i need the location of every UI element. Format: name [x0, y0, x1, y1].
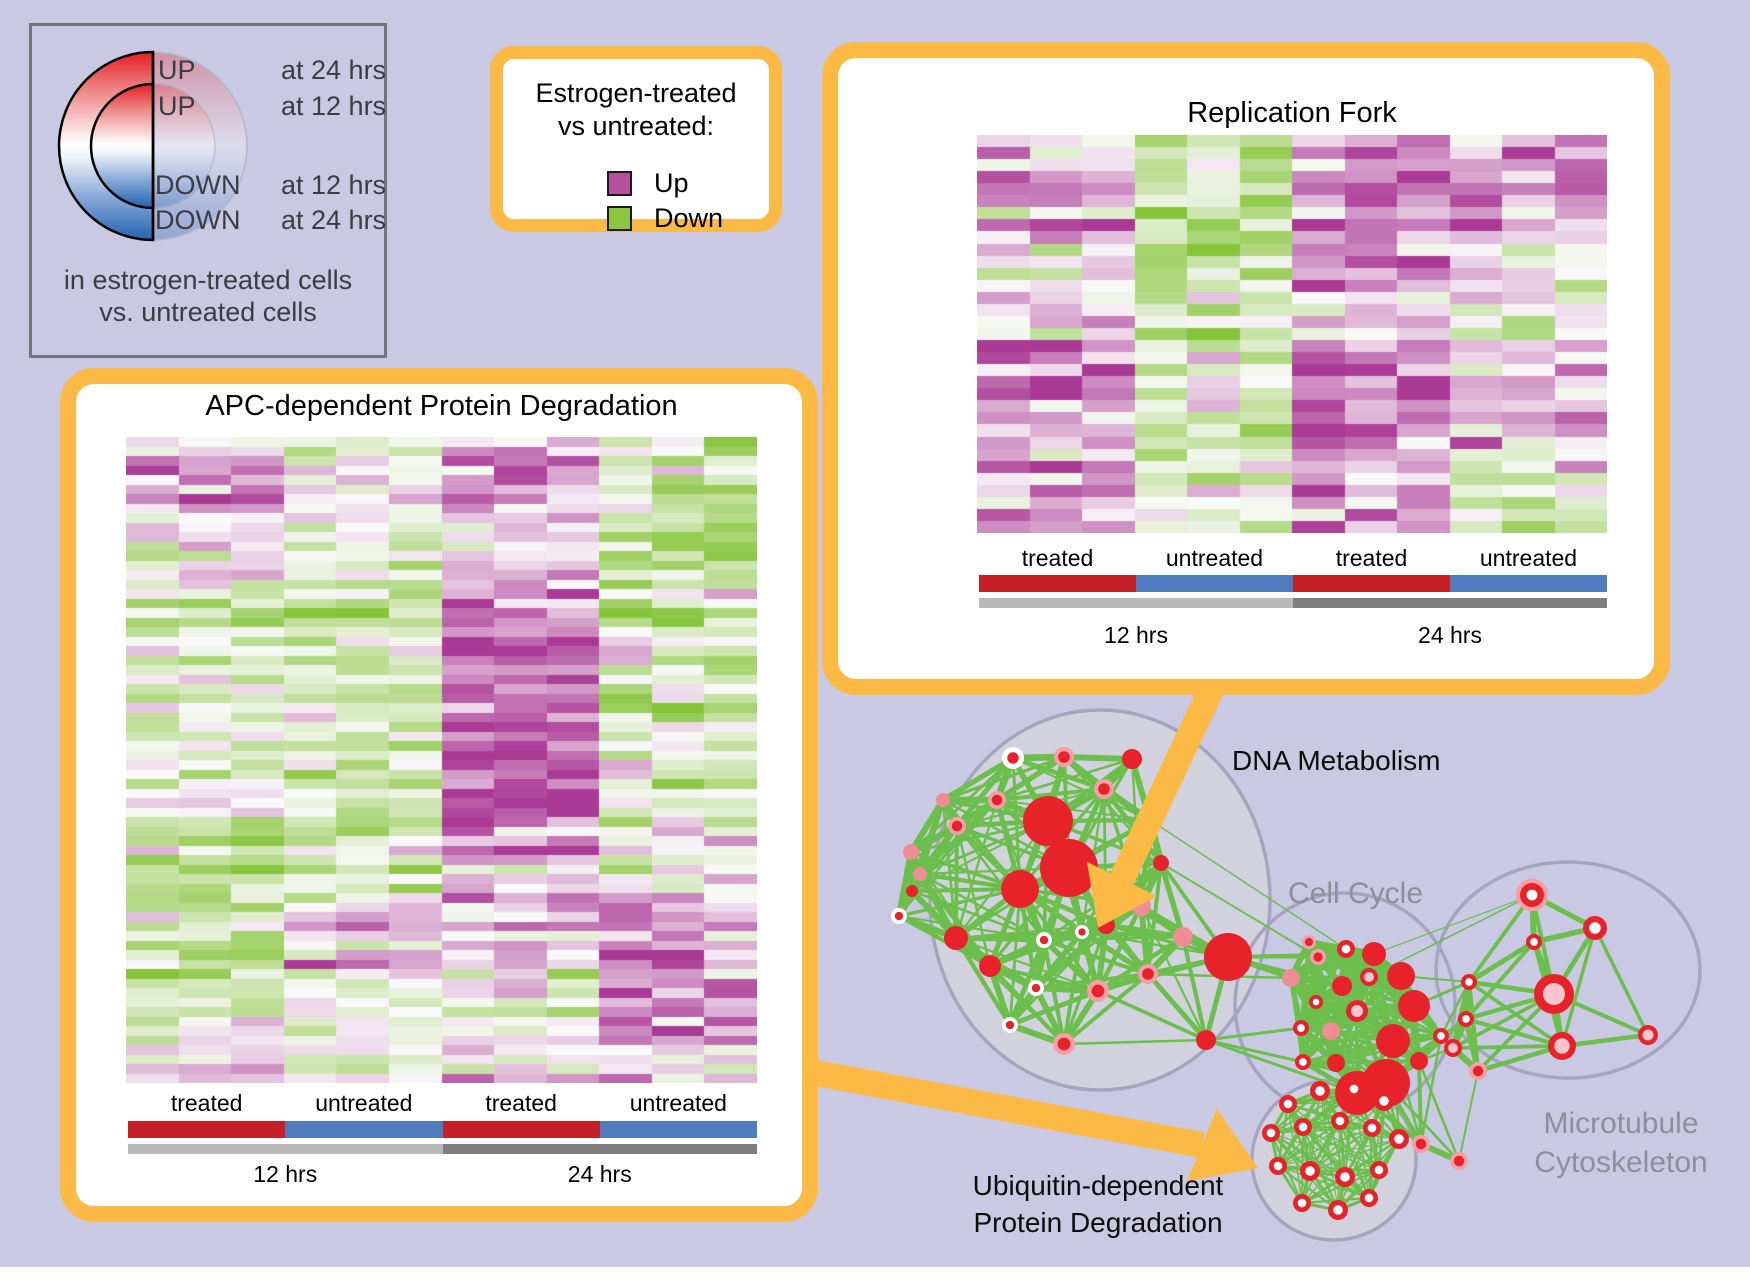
apc-time-bars	[128, 1144, 757, 1154]
apc-heatmap	[126, 437, 757, 1083]
rf-untreated-bar-24	[1450, 575, 1607, 592]
rf-treated-bar-24	[1293, 575, 1450, 592]
rf-condition-bars	[979, 575, 1607, 592]
up-label: Up	[654, 168, 689, 198]
apc-treated-12-label: treated	[170, 1090, 243, 1116]
up-color-swatch	[607, 171, 632, 196]
apc-degradation-panel: APC-dependent Protein Degradation treate…	[60, 368, 818, 1222]
apc-panel-title: APC-dependent Protein Degradation	[205, 390, 678, 422]
apc-treated-bar-12	[128, 1121, 286, 1138]
apc-treated-24-label: treated	[485, 1090, 557, 1116]
apc-untreated-bar-12	[285, 1121, 443, 1138]
circle-legend-time-2: at 12 hrs	[281, 91, 387, 121]
apc-untreated-12-label: untreated	[315, 1090, 413, 1116]
cluster-label-cell-cycle: Cell Cycle	[1288, 877, 1424, 910]
apc-hour-labels: 12 hrs 24 hrs	[128, 1161, 757, 1188]
rf-untreated-24-label: untreated	[1479, 545, 1578, 571]
estrogen-legend-title-line2: vs untreated:	[557, 111, 715, 141]
rf-panel-title: Replication Fork	[1187, 97, 1397, 129]
circle-legend-time-3: at 12 hrs	[281, 170, 387, 200]
rf-treated-24-label: treated	[1335, 545, 1408, 571]
updown-circle-legend: UP at 24 hrs UP at 12 hrs DOWN at 12 hrs…	[29, 23, 387, 358]
concentric-updown-circles-icon	[57, 50, 248, 242]
rf-24hrs-label: 24 hrs	[1418, 622, 1482, 648]
circle-legend-caption-line2: vs. untreated cells	[99, 297, 317, 327]
rf-untreated-12-label: untreated	[1165, 545, 1264, 571]
estrogen-updown-legend: Estrogen-treated vs untreated: Up Down	[490, 46, 782, 234]
circle-legend-dir-3: DOWN	[155, 170, 241, 200]
rf-24hrs-bar	[1293, 598, 1607, 608]
down-label: Down	[654, 203, 724, 233]
replication-fork-heatmap	[977, 135, 1607, 533]
legend-item-down: Down	[607, 203, 723, 234]
replication-fork-panel: Replication Fork treated untreated treat…	[822, 42, 1670, 695]
rf-untreated-bar-12	[1136, 575, 1293, 592]
rf-treated-bar-12	[979, 575, 1136, 592]
rf-condition-labels: treated untreated treated untreated	[979, 545, 1607, 572]
bottom-margin	[0, 1267, 1750, 1279]
cluster-label-ubiquitin-dependent-protein-degradation: Ubiquitin-dependent Protein Degradation	[972, 1170, 1224, 1238]
rf-hour-labels: 12 hrs 24 hrs	[979, 622, 1607, 649]
apc-untreated-bar-24	[599, 1121, 757, 1138]
rf-12hrs-bar	[979, 598, 1293, 608]
apc-12hrs-bar	[128, 1144, 443, 1154]
circle-legend-time-1: at 24 hrs	[281, 55, 387, 85]
legend-item-up: Up	[607, 168, 689, 199]
apc-24hrs-bar	[442, 1144, 757, 1154]
apc-condition-labels: treated untreated treated untreated	[128, 1090, 757, 1117]
circle-legend-dir-1: UP	[158, 55, 196, 85]
rf-treated-12-label: treated	[1021, 545, 1094, 571]
apc-12hrs-label: 12 hrs	[253, 1161, 318, 1187]
circle-legend-caption-line1: in estrogen-treated cells	[63, 265, 353, 295]
cluster-label-microtubule-cytoskeleton: Microtubule Cytoskeleton	[1534, 1107, 1708, 1179]
estrogen-legend-title-line1: Estrogen-treated	[535, 78, 737, 108]
cluster-label-dna-metabolism: DNA Metabolism	[1232, 745, 1441, 776]
apc-24hrs-label: 24 hrs	[567, 1161, 632, 1187]
rf-time-bars	[979, 598, 1607, 608]
apc-untreated-24-label: untreated	[629, 1090, 727, 1116]
apc-treated-bar-24	[442, 1121, 600, 1138]
down-color-swatch	[607, 206, 632, 231]
cluster-ellipse-2	[1434, 860, 1702, 1080]
circle-legend-time-4: at 24 hrs	[281, 205, 387, 235]
circle-legend-dir-4: DOWN	[155, 205, 241, 235]
apc-condition-bars	[128, 1121, 757, 1138]
circle-legend-dir-2: UP	[158, 91, 196, 121]
rf-12hrs-label: 12 hrs	[1104, 622, 1168, 648]
